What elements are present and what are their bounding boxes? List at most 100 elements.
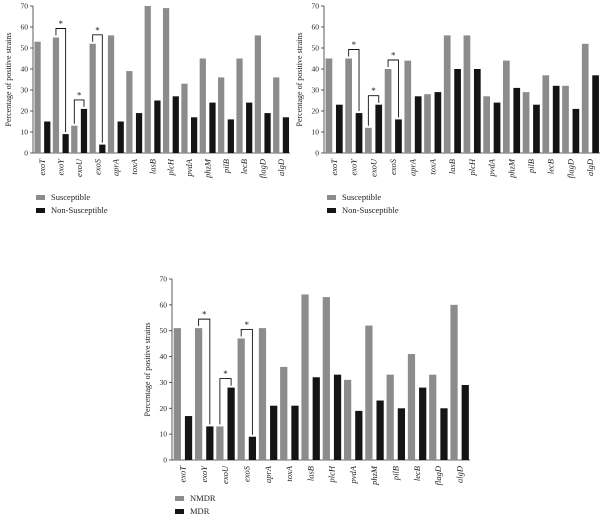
bar-susceptible-lecB [542,75,550,153]
bar-non-susceptible-exoS [395,119,402,153]
bar-susceptible-pilB [218,77,225,153]
x-tick-label-pvdA: pvdA [348,465,358,484]
bar-non-susceptible-plcH [473,69,481,153]
x-tick-label-flagD: flagD [257,158,267,178]
x-tick-label-pilB: pilB [391,466,401,481]
bar-susceptible-plcH [162,8,170,153]
x-tick-label-algD: algD [276,158,286,176]
bar-non-susceptible-exoT [335,104,343,153]
x-tick-label-algD: algD [585,158,595,176]
y-tick-label: 70 [160,275,168,284]
significance-bracket-exoS [387,59,399,118]
bar-non-susceptible-exoY [355,113,363,153]
y-tick-label: 60 [160,300,168,309]
bar-susceptible-aprA [107,35,115,153]
bar-susceptible-lasB [144,6,151,153]
x-tick-label-exoY: exoY [349,158,359,176]
bar-nmdr-pvdA [343,379,352,460]
chart-panel-1: 0 10 20 30 40 50 60 70 Percentage of positive st… [4,2,290,215]
x-tick-label-exoY: exoY [199,465,209,483]
significance-bracket-exoU [367,95,380,126]
x-tick-label-lecB: lecB [239,159,249,174]
bar-nmdr-exoS [237,338,245,460]
legend-swatch-non-susceptible [327,208,336,213]
bar-susceptible-exoS [89,43,96,153]
significance-star-exoU: * [223,369,228,379]
bar-mdr-aprA [270,405,278,460]
bar-susceptible-lasB [443,35,451,153]
bar-nmdr-exoT [173,328,181,460]
x-tick-label-lasB: lasB [305,466,315,481]
significance-star-exoY: * [352,40,357,50]
x-tick-label-exoT: exoT [37,158,47,176]
bar-nmdr-aprA [258,328,267,460]
x-tick-label-phzM: phzM [202,158,212,179]
legend: Susceptible Non-Susceptible [327,192,399,215]
legend-label-non-susceptible: Non-Susceptible [342,205,399,215]
legend-swatch-non-susceptible [36,208,45,213]
x-tick-label-phzM: phzM [369,465,379,486]
bar-mdr-plcH [333,374,342,460]
y-tick-label: 20 [21,107,29,116]
bar-non-susceptible-algD [592,75,599,153]
bar-non-susceptible-toxA [434,92,442,153]
bar-mdr-pvdA [355,410,363,460]
bar-non-susceptible-exoY [62,134,69,153]
bar-mdr-exoU [227,387,235,460]
y-tick-label: 40 [312,65,320,74]
y-tick-label: 50 [312,44,320,53]
y-tick-label: 70 [21,2,29,11]
y-tick-label: 40 [21,65,29,74]
y-tick-label: 50 [160,326,168,335]
y-tick-label: 70 [312,2,320,11]
bar-non-susceptible-lasB [454,69,461,153]
x-tick-label-exoY: exoY [56,158,66,176]
x-tick-label-lasB: lasB [447,159,457,174]
significance-bracket-exoY [198,318,211,425]
significance-bracket-exoS [240,329,253,435]
y-tick-label: 60 [312,23,320,32]
x-tick-label-plcH: plcH [467,158,477,176]
bar-susceptible-exoY [52,37,60,153]
x-tick-label-phzM: phzM [506,158,516,179]
bar-susceptible-exoT [325,58,333,153]
significance-bracket-exoY [55,28,67,133]
y-axis-title: Percentage of positive strains [4,33,13,127]
bar-mdr-lecB [419,387,427,460]
x-tick-label-exoT: exoT [329,158,339,176]
y-tick-label: 50 [21,44,29,53]
bar-non-susceptible-lasB [154,100,161,153]
legend-label-susceptible: Susceptible [342,192,381,202]
x-tick-label-lasB: lasB [147,159,157,174]
x-tick-label-toxA: toxA [129,158,139,174]
bar-mdr-pilB [397,408,406,460]
bar-non-susceptible-exoT [44,121,51,153]
bar-nmdr-toxA [280,366,288,460]
y-tick-label: 10 [160,430,168,439]
significance-star-exoS: * [391,51,396,61]
bar-susceptible-aprA [404,60,412,153]
bar-susceptible-pilB [522,92,530,153]
y-tick-label: 40 [160,352,168,361]
bar-non-susceptible-pvdA [191,117,198,153]
bar-mdr-exoS [248,436,257,460]
legend-swatch-susceptible [36,195,45,200]
bar-susceptible-exoU [365,127,372,153]
bar-susceptible-algD [581,43,589,153]
bar-mdr-lasB [312,377,320,460]
bar-susceptible-phzM [503,60,510,153]
x-tick-label-pilB: pilB [526,159,536,174]
bar-non-susceptible-flagD [264,113,271,153]
legend-swatch-nmdr [175,496,184,501]
x-tick-label-exoS: exoS [242,465,252,482]
bar-susceptible-exoY [345,58,352,153]
x-tick-label-plcH: plcH [327,465,337,483]
x-tick-label-aprA: aprA [263,465,273,483]
bar-non-susceptible-pilB [533,104,540,153]
x-tick-label-exoS: exoS [388,158,398,175]
bar-non-susceptible-exoU [375,104,383,153]
bar-susceptible-algD [273,77,280,153]
bar-susceptible-flagD [254,35,261,153]
bar-susceptible-phzM [199,58,206,153]
y-tick-label: 0 [24,149,28,158]
